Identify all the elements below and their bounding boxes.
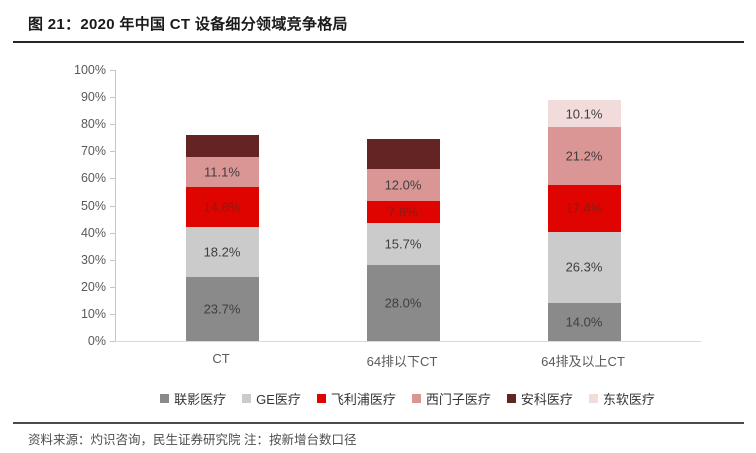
legend-item: 东软医疗: [588, 389, 655, 408]
y-tick-label: 40%: [80, 225, 106, 240]
legend-item: 联影医疗: [160, 389, 226, 408]
y-tick-mark: [110, 70, 115, 71]
y-tick-mark: [110, 233, 115, 234]
bar-segment: 18.2%: [185, 227, 259, 277]
y-tick-label: 100%: [74, 63, 106, 77]
bar-segment-label: 28.0%: [384, 295, 422, 311]
y-tick-mark: [110, 341, 115, 342]
bar-segment: 26.3%: [547, 231, 621, 304]
y-tick-mark: [110, 97, 115, 98]
footer-divider: [13, 422, 744, 424]
bar-segment: 17.4%: [547, 184, 621, 232]
bar-segment-label: 7.8%: [388, 204, 418, 220]
y-tick-label: 30%: [80, 252, 106, 267]
bar-segment-label: 14.8%: [203, 199, 241, 215]
y-tick-label: 10%: [80, 306, 106, 321]
x-category-label: 64排及以上CT: [541, 354, 625, 369]
y-tick-label: 70%: [80, 144, 106, 159]
bar-segment: 10.1%: [547, 99, 621, 128]
bar-segment: [366, 138, 440, 169]
y-tick-label: 80%: [80, 117, 106, 132]
bar-segment-label: 26.3%: [565, 259, 603, 275]
y-tick-mark: [110, 314, 115, 315]
y-tick-label: 90%: [80, 90, 106, 105]
bar-segment-label: 11.1%: [204, 164, 240, 180]
figure-title: 图 21：2020 年中国 CT 设备细分领域竞争格局: [28, 16, 348, 33]
bar-segment: 7.8%: [366, 201, 440, 223]
bar-segment: 14.8%: [185, 187, 259, 228]
y-tick-mark: [110, 287, 115, 288]
source-note: 资料来源：灼识咨询，民生证券研究院 注：按新增台数口径: [28, 433, 357, 447]
y-tick-mark: [110, 178, 115, 179]
bar-segment: 23.7%: [185, 276, 259, 341]
bar-segment-label: 14.0%: [565, 314, 603, 330]
legend-swatch: [506, 394, 516, 403]
legend-swatch: [316, 394, 326, 403]
x-category-label: 64排以下CT: [366, 354, 438, 369]
legend-label: 东软医疗: [602, 392, 655, 407]
y-tick-label: 20%: [80, 279, 106, 294]
bar-segment-label: 15.7%: [384, 236, 422, 252]
title-divider: [13, 41, 744, 43]
legend-item: 飞利浦医疗: [316, 389, 396, 408]
legend-label: 安科医疗: [520, 392, 573, 407]
bar-segment: 15.7%: [366, 222, 440, 266]
bar-segment: 11.1%: [185, 157, 259, 188]
bar-segment: 21.2%: [547, 127, 621, 185]
bar-segment: 12.0%: [366, 168, 440, 202]
legend-swatch: [588, 394, 598, 403]
bar-segment-label: 21.2%: [565, 148, 603, 164]
bar-segment-label: 18.2%: [203, 244, 241, 260]
chart-legend: 联影医疗 GE医疗 飞利浦医疗 西门子医疗 安科医疗 东软医疗: [115, 389, 700, 408]
legend-label: 联影医疗: [174, 392, 227, 407]
bar-segment-label: 23.7%: [203, 301, 241, 317]
bar-segment-label: 17.4%: [565, 200, 603, 216]
y-tick-mark: [110, 124, 115, 125]
legend-swatch: [160, 394, 170, 403]
y-tick-label: 50%: [80, 198, 106, 213]
legend-label: 飞利浦医疗: [330, 392, 396, 407]
y-tick-mark: [110, 206, 115, 207]
legend-label: 西门子医疗: [425, 392, 491, 407]
bar-segment: 14.0%: [547, 303, 621, 341]
legend-item: GE医疗: [242, 389, 301, 408]
y-tick-label: 60%: [80, 171, 106, 186]
legend-swatch: [411, 394, 421, 403]
x-category-label: CT: [212, 351, 230, 366]
y-tick-label: 0%: [87, 334, 106, 348]
plot-area: 23.7% 18.2% 14.8% 11.1% 28.0% 15.7% 7.8% 12.0% 1…: [115, 70, 701, 342]
bar-segment: 28.0%: [366, 265, 440, 341]
legend-item: 西门子医疗: [411, 389, 491, 408]
bar-segment: [185, 135, 259, 158]
legend-item: 安科医疗: [506, 389, 573, 408]
y-tick-mark: [110, 151, 115, 152]
bar-segment-label: 10.1%: [565, 106, 603, 121]
bar-segment-label: 12.0%: [384, 177, 422, 193]
y-tick-mark: [110, 260, 115, 261]
legend-label: GE医疗: [256, 392, 301, 407]
legend-swatch: [242, 394, 252, 403]
